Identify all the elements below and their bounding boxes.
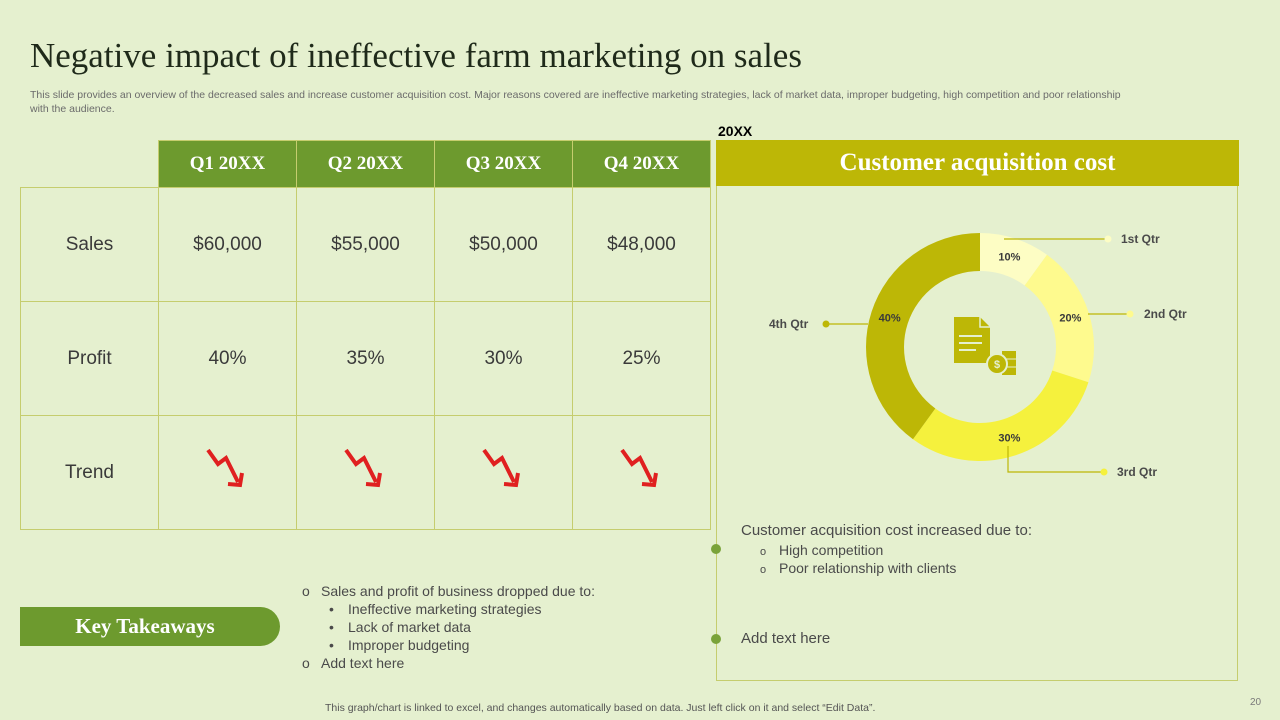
slice-value-label-4: 40% <box>879 313 901 325</box>
note-bullet <box>711 544 721 554</box>
list-item: • Improper budgeting <box>302 636 595 654</box>
table-cell: 40% <box>158 301 297 416</box>
takeaway-item: Lack of market data <box>348 619 471 635</box>
page-title: Negative impact of ineffective farm mark… <box>30 36 802 75</box>
donut-slice-4 <box>866 233 980 440</box>
table-header-q4: Q4 20XX <box>572 140 711 188</box>
ring-bullet: o <box>302 655 310 671</box>
donut-slice-2 <box>1024 254 1094 383</box>
table-cell <box>296 415 435 530</box>
cac-note-title: Customer acquisition cost increased due … <box>741 522 1032 539</box>
donut-slice-1 <box>980 233 1048 286</box>
document-fold <box>979 317 990 328</box>
donut-slices <box>866 233 1094 461</box>
bullet-dot: • <box>329 619 334 635</box>
list-item: o High competition <box>760 541 956 559</box>
cac-note-list: o High competition o Poor relationship wit… <box>760 541 956 577</box>
row-label-trend: Trend <box>20 415 159 530</box>
dollar-coin <box>986 353 1008 375</box>
panel-title: Customer acquisition cost <box>716 140 1239 186</box>
table-header-q2: Q2 20XX <box>296 140 435 188</box>
table-cell: $50,000 <box>434 187 573 302</box>
callout-line-3rd-qtr <box>1007 446 1104 473</box>
key-takeaways-list: o Sales and profit of business dropped du… <box>302 582 595 672</box>
ring-bullet: o <box>760 564 767 576</box>
callout-dot-4th-qtr <box>822 320 830 328</box>
table-row: Sales $60,000 $55,000 $50,000 $48,000 <box>20 187 711 302</box>
table-cell: $60,000 <box>158 187 297 302</box>
table-header-q3: Q3 20XX <box>434 140 573 188</box>
slice-percent-labels: 10% 20% 30% 40% <box>879 252 1082 445</box>
table-cell: 35% <box>296 301 435 416</box>
bullet-dot: • <box>329 601 334 617</box>
document-dollar-icon <box>954 317 990 363</box>
chart-center-icon: $ <box>954 317 1016 375</box>
slice-value-label-1: 10% <box>998 252 1020 264</box>
slice-value-label-2: 20% <box>1059 313 1081 325</box>
slice-value-label-3: 30% <box>998 432 1020 444</box>
dollar-sign: $ <box>994 359 1000 371</box>
note-bullet <box>711 634 721 644</box>
table-cell: 25% <box>572 301 711 416</box>
callout-dot-2nd-qtr <box>1126 310 1134 318</box>
year-label: 20XX <box>718 123 753 139</box>
chart-label-4th-qtr: 4th Qtr <box>769 317 809 331</box>
row-label-sales: Sales <box>20 187 159 302</box>
table-cell: 30% <box>434 301 573 416</box>
slice-callouts: 1st Qtr 2nd Qtr 3rd Qtr 4th Qtr <box>769 232 1187 479</box>
table-row: Trend <box>20 415 711 530</box>
table-cell <box>572 415 711 530</box>
chart-label-1st-qtr: 1st Qtr <box>1121 232 1160 246</box>
list-item: • Lack of market data <box>302 618 595 636</box>
table-header-row: Q1 20XX Q2 20XX Q3 20XX Q4 20XX <box>20 140 711 188</box>
page-number: 20 <box>1250 697 1262 708</box>
takeaway-item: Ineffective marketing strategies <box>348 601 542 617</box>
table-row: Profit 40% 35% 30% 25% <box>20 301 711 416</box>
down-trend-arrow-icon <box>619 448 658 487</box>
ring-bullet: o <box>302 583 310 599</box>
row-label-profit: Profit <box>20 301 159 416</box>
page-subtitle: This slide provides an overview of the d… <box>30 89 1121 115</box>
table-corner-cell <box>20 140 159 188</box>
list-item: o Add text here <box>302 654 595 672</box>
down-trend-arrow-icon <box>343 448 382 487</box>
list-item: o Sales and profit of business dropped du… <box>302 582 595 600</box>
table-cell: $48,000 <box>572 187 711 302</box>
list-item: • Ineffective marketing strategies <box>302 600 595 618</box>
chart-label-3rd-qtr: 3rd Qtr <box>1117 465 1157 479</box>
table-header-q1: Q1 20XX <box>158 140 297 188</box>
list-item-text: High competition <box>779 542 884 558</box>
donut-slice-3 <box>912 370 1089 461</box>
chart-label-2nd-qtr: 2nd Qtr <box>1144 307 1187 321</box>
key-takeaways-badge: Key Takeaways <box>20 607 280 646</box>
table-cell <box>158 415 297 530</box>
takeaway-heading: Sales and profit of business dropped due… <box>321 583 595 599</box>
down-trend-arrow-icon <box>481 448 520 487</box>
sales-table: Q1 20XX Q2 20XX Q3 20XX Q4 20XX Sales $6… <box>20 140 711 530</box>
cac-add-text: Add text here <box>741 630 831 647</box>
callout-dot-3rd-qtr <box>1100 468 1108 476</box>
list-item: o Poor relationship with clients <box>760 559 956 577</box>
cac-donut-chart: $ 1st Qtr 2nd Qtr 3rd Qtr 4th Qtr 10% 20%… <box>769 232 1187 479</box>
ring-bullet: o <box>760 546 767 558</box>
table-cell <box>434 415 573 530</box>
footer-note: This graph/chart is linked to excel, and… <box>325 702 876 714</box>
callout-dot-1st-qtr <box>1104 235 1112 243</box>
takeaway-item: Improper budgeting <box>348 637 470 653</box>
takeaway-add-text: Add text here <box>321 655 405 671</box>
down-trend-arrow-icon <box>205 448 244 487</box>
bullet-dot: • <box>329 637 334 653</box>
list-item-text: Poor relationship with clients <box>779 560 957 576</box>
table-cell: $55,000 <box>296 187 435 302</box>
